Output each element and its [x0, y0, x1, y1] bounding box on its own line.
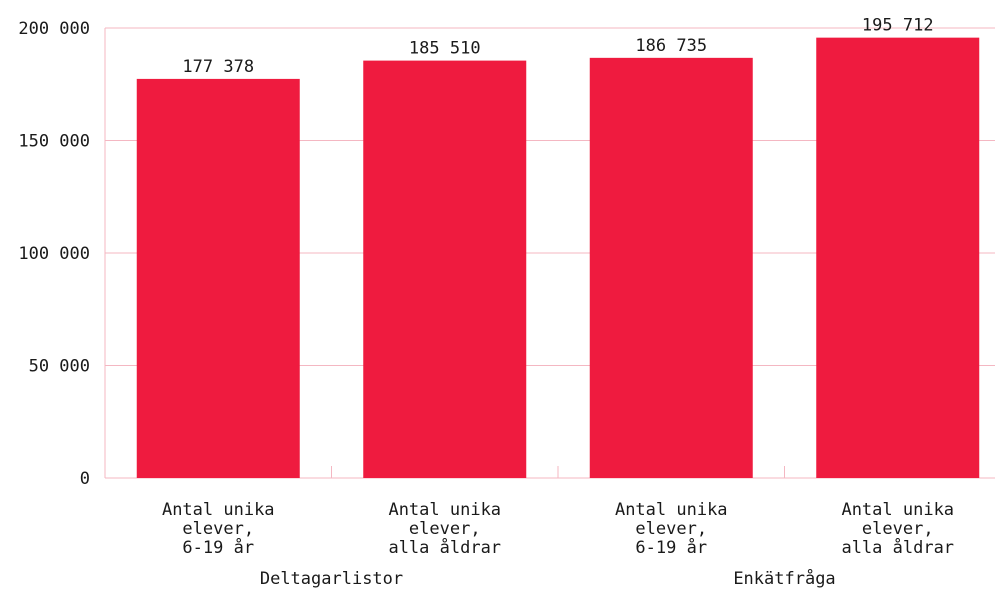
- x-category-label: alla åldrar: [841, 537, 954, 558]
- bar-value-label: 195 712: [862, 16, 934, 36]
- bar: [816, 37, 980, 478]
- x-category-label: Antal unika: [841, 500, 954, 520]
- x-group-label: Deltagarlistor: [260, 569, 403, 589]
- x-category-label: Antal unika: [388, 500, 501, 520]
- x-category-label: Antal unika: [162, 500, 275, 520]
- y-tick-label: 50 000: [29, 357, 90, 377]
- y-tick-label: 100 000: [18, 244, 90, 264]
- y-tick-label: 150 000: [18, 132, 90, 152]
- x-category-label: alla åldrar: [388, 537, 501, 558]
- bar-value-label: 186 735: [635, 36, 707, 56]
- x-group-label: Enkätfråga: [733, 568, 835, 589]
- x-category-label: elever,: [862, 519, 934, 539]
- bar-value-label: 177 378: [182, 57, 254, 77]
- bar: [589, 57, 753, 478]
- y-axis-ticks: 0 50 000 100 000 150 000 200 000: [18, 19, 90, 489]
- y-tick-label: 200 000: [18, 19, 90, 39]
- x-axis-groups: Deltagarlistor Enkätfråga: [260, 568, 836, 589]
- bar: [136, 78, 300, 478]
- x-category-label: elever,: [182, 519, 254, 539]
- bar: [363, 60, 527, 478]
- x-category-label: elever,: [635, 519, 707, 539]
- bars: [136, 37, 980, 478]
- x-category-label: 6-19 år: [182, 537, 254, 558]
- x-category-label: elever,: [409, 519, 481, 539]
- bar-value-labels: 177 378 185 510 186 735 195 712: [182, 16, 933, 77]
- bar-value-label: 185 510: [409, 39, 481, 59]
- y-tick-label: 0: [80, 469, 90, 489]
- x-category-label: Antal unika: [615, 500, 728, 520]
- x-category-label: 6-19 år: [635, 537, 707, 558]
